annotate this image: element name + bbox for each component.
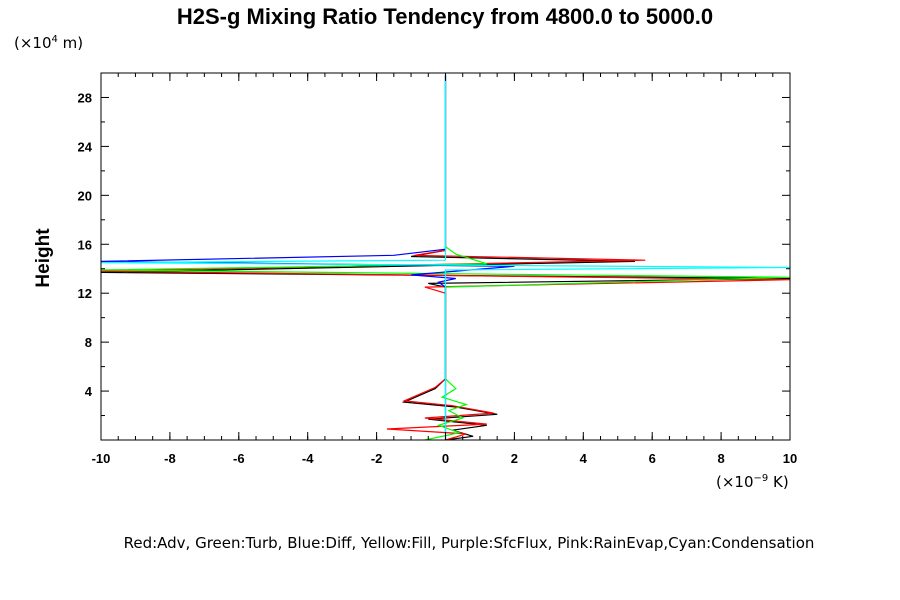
x-tick-label: 6: [649, 451, 656, 466]
chart-title: H2S-g Mixing Ratio Tendency from 4800.0 …: [177, 4, 713, 29]
x-tick-label: -4: [302, 451, 314, 466]
y-tick-label: 24: [78, 139, 93, 154]
x-units-exponent: −9: [754, 473, 769, 484]
x-axis-units: (×10−9 K): [716, 473, 789, 491]
y-tick-label: 28: [78, 90, 92, 105]
series-line-4: [101, 73, 790, 440]
y-units-exponent: 4: [52, 34, 58, 45]
y-tick-label: 20: [78, 188, 92, 203]
y-units-suffix: m): [58, 34, 83, 52]
x-units-suffix: K): [768, 473, 788, 491]
y-tick-label: 12: [78, 286, 92, 301]
y-tick-label: 8: [85, 335, 92, 350]
x-tick-label: -6: [233, 451, 245, 466]
series-group: [101, 73, 790, 440]
y-units-prefix: (×10: [14, 34, 52, 52]
x-tick-label: -2: [371, 451, 383, 466]
x-tick-label: 4: [580, 451, 588, 466]
legend-text: Red:Adv, Green:Turb, Blue:Diff, Yellow:F…: [124, 534, 815, 552]
x-units-prefix: (×10: [716, 473, 754, 491]
y-axis-label: Height: [33, 228, 54, 288]
x-tick-label: 10: [783, 451, 797, 466]
x-tick-label: 2: [511, 451, 518, 466]
y-axis-ticks: 4 8 12 16 20 24 28: [78, 72, 790, 417]
x-tick-label: 0: [442, 451, 449, 466]
x-tick-label: -10: [92, 451, 111, 466]
x-tick-label: -8: [164, 451, 176, 466]
x-tick-label: 8: [717, 451, 724, 466]
y-axis-units: (×104 m): [14, 34, 83, 52]
x-axis-ticks: -10 -8 -6 -4 -2 0 2 4 6 8 10: [92, 73, 797, 466]
y-tick-label: 16: [78, 237, 92, 252]
y-tick-label: 4: [85, 384, 93, 399]
